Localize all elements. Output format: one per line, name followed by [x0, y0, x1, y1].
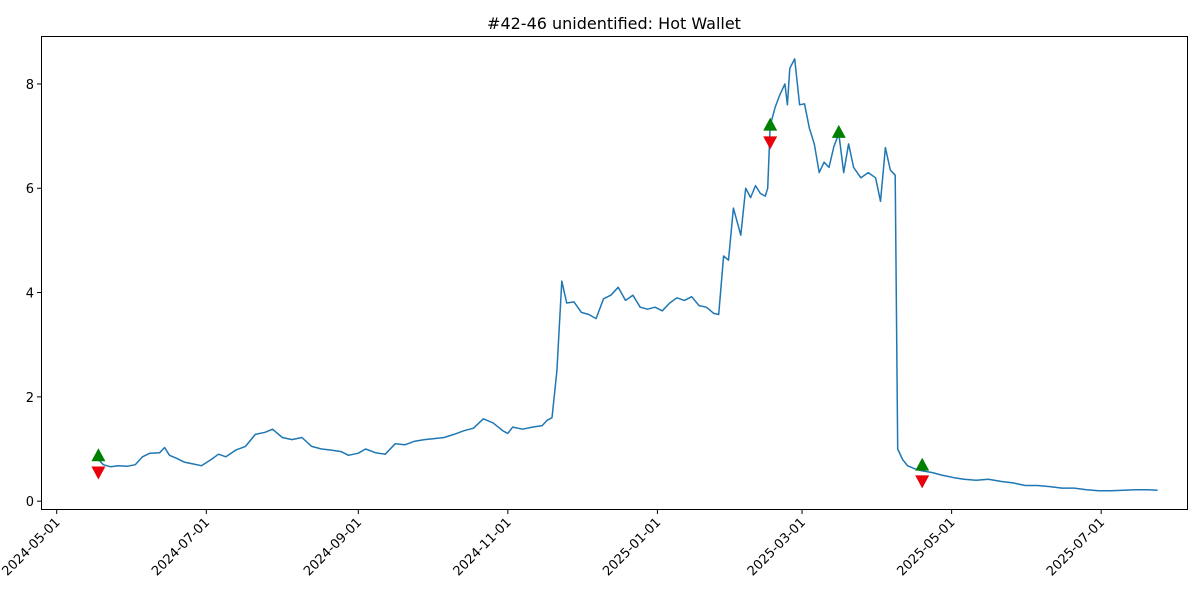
x-tick-label-6: 2025-05-01	[894, 515, 958, 579]
sell-marker-6	[915, 475, 930, 489]
buy-marker-5	[915, 457, 930, 471]
x-tick-label-3: 2024-11-01	[451, 515, 515, 579]
sell-marker-1	[91, 466, 106, 480]
x-tick-label-0: 2024-05-01	[0, 515, 64, 579]
y-tick-label-3: 6	[26, 182, 34, 197]
buy-marker-2	[763, 117, 778, 131]
y-tick-label-0: 0	[26, 495, 34, 510]
x-tick-label-2: 2024-09-01	[301, 515, 365, 579]
sell-marker-3	[763, 136, 778, 150]
y-tick-label-2: 4	[26, 287, 34, 302]
x-tick-label-7: 2025-07-01	[1044, 515, 1108, 579]
x-tick-label-1: 2024-07-01	[149, 515, 213, 579]
buy-marker-0	[91, 448, 106, 462]
x-axis: 2024-05-01 2024-07-01 2024-09-01 2024-11-01…	[0, 509, 1108, 579]
axes-frame	[41, 36, 1188, 510]
buy-marker-4	[831, 124, 846, 138]
chart-title: #42-46 unidentified: Hot Wallet	[487, 14, 741, 33]
x-tick-label-4: 2025-01-01	[600, 515, 664, 579]
plot-area	[91, 58, 1158, 492]
x-tick-label-5: 2025-03-01	[745, 515, 809, 579]
y-tick-label-4: 8	[26, 78, 34, 93]
y-axis: 0 2 4 6 8	[26, 78, 42, 510]
series-line-0	[97, 58, 1158, 492]
y-tick-label-1: 2	[26, 391, 34, 406]
